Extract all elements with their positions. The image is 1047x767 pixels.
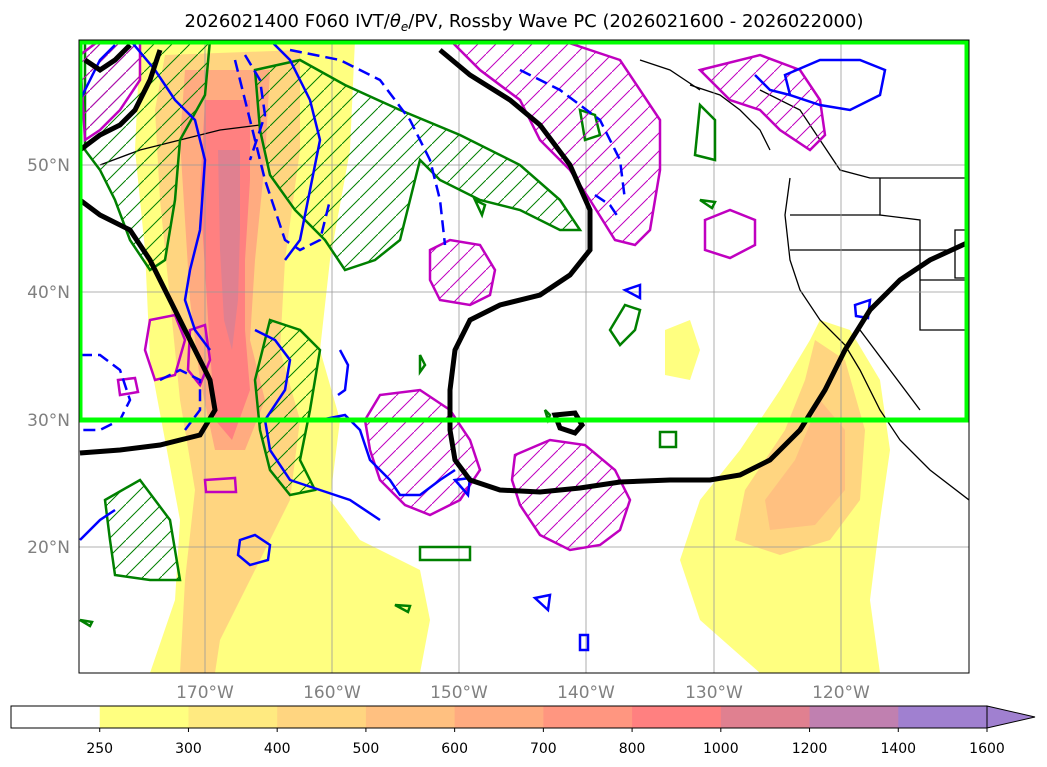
colorbar-cell [99, 706, 189, 728]
black-contours [79, 43, 969, 495]
colorbar-frame [10, 705, 988, 729]
lon-label: 160°W [303, 683, 361, 703]
lat-label: 30°N [27, 411, 70, 431]
map-panel [79, 40, 969, 673]
latitude-labels: 50°N 40°N 30°N 20°N [27, 156, 70, 558]
lon-label: 130°W [685, 683, 743, 703]
blue-dashed-contours [80, 48, 627, 432]
colorbar-tick-label: 700 [530, 741, 557, 757]
colorbar-cell [365, 706, 456, 728]
colorbar-cell [11, 706, 101, 728]
colorbar-tick-label: 1000 [703, 741, 739, 757]
lon-label: 120°W [812, 683, 870, 703]
colorbar-cell [277, 706, 367, 728]
colorbar-tick-label: 500 [353, 741, 380, 757]
colorbar-cell [632, 706, 722, 728]
colorbar-tick-label: 600 [441, 741, 468, 757]
lat-label: 20°N [27, 538, 70, 558]
lon-label: 140°W [557, 683, 615, 703]
lon-label: 170°W [176, 683, 234, 703]
colorbar: 250 300 400 500 600 700 800 1000 1200 1400 1600 [10, 705, 1036, 757]
lat-label: 40°N [27, 283, 70, 303]
colorbar-tick-label: 1400 [880, 741, 916, 757]
figure-title: 2026021400 F060 IVT/θe/PV, Rossby Wave P… [184, 11, 863, 34]
ivt-plume-east [665, 320, 890, 673]
longitude-labels: 170°W 160°W 150°W 140°W 130°W 120°W [176, 683, 870, 703]
colorbar-tick-label: 1200 [792, 741, 828, 757]
colorbar-tick-label: 800 [619, 741, 646, 757]
green-solid-contours [79, 197, 717, 628]
blue-contours [79, 40, 887, 652]
highlight-region-box [79, 40, 969, 423]
colorbar-tick-label: 250 [86, 741, 113, 757]
colorbar-tick-label: 1600 [969, 741, 1005, 757]
map-frame [78, 39, 970, 674]
colorbar-cell [809, 706, 899, 728]
lat-label: 50°N [27, 156, 70, 176]
lon-label: 150°W [430, 683, 488, 703]
colorbar-tick-label: 300 [175, 741, 202, 757]
colorbar-extend-arrow [986, 705, 1036, 729]
colorbar-cell [188, 706, 278, 728]
colorbar-cell [543, 706, 633, 728]
colorbar-cell [898, 706, 988, 728]
colorbar-cell [454, 706, 544, 728]
colorbar-tick-label: 400 [264, 741, 291, 757]
colorbar-cell [720, 706, 811, 728]
